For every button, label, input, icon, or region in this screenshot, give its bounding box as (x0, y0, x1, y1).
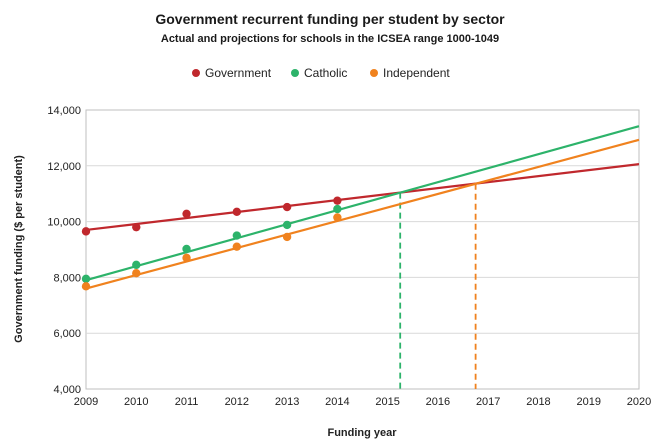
data-point-government (81, 227, 91, 236)
gridlines (86, 165, 639, 334)
x-tick-label: 2016 (426, 396, 450, 408)
x-tick-label: 2013 (275, 396, 299, 408)
x-tick-label: 2010 (124, 396, 148, 408)
trend-line-government (85, 163, 640, 232)
x-tick-label: 2011 (175, 396, 199, 408)
data-point-government (182, 209, 191, 218)
data-point-independent (132, 269, 141, 278)
data-point-catholic (282, 220, 292, 230)
data-point-government (232, 207, 242, 217)
chart-title: Government recurrent funding per student… (155, 11, 505, 27)
trend-line-catholic (85, 125, 640, 282)
plot-area (85, 109, 640, 390)
legend-marker-catholic (291, 69, 299, 77)
series-layer (81, 125, 640, 291)
x-tick-label: 2009 (74, 396, 98, 408)
legend-marker-government (192, 69, 200, 77)
legend-marker-independent (370, 69, 378, 77)
data-point-catholic (232, 231, 242, 240)
data-point-independent (81, 282, 91, 291)
chart-subtitle: Actual and projections for schools in th… (161, 33, 499, 45)
x-axis-ticks: 2009 2010 2011 2012 2013 2014 2015 2016 2017 2018… (74, 396, 651, 408)
y-tick-label: 8,000 (53, 272, 81, 284)
x-tick-label: 2014 (325, 396, 349, 408)
data-point-independent (282, 232, 292, 242)
y-tick-label: 12,000 (47, 161, 81, 173)
x-tick-label: 2015 (375, 396, 399, 408)
legend: Government Catholic Independent (192, 66, 450, 80)
data-point-government (282, 202, 292, 212)
data-point-catholic (132, 260, 141, 270)
data-point-catholic (182, 244, 191, 254)
data-point-independent (333, 213, 342, 222)
trend-line-independent (85, 138, 640, 290)
reference-lines (399, 183, 477, 389)
x-axis-title: Funding year (327, 427, 397, 439)
y-axis-ticks: 4,000 6,000 8,000 10,000 12,000 14,000 (47, 105, 81, 396)
x-tick-label: 2020 (627, 396, 651, 408)
data-point-government (333, 196, 342, 205)
data-point-government (132, 222, 141, 232)
x-tick-label: 2012 (225, 396, 249, 408)
y-tick-label: 10,000 (47, 217, 81, 229)
y-tick-label: 4,000 (53, 384, 81, 396)
x-tick-label: 2018 (526, 396, 550, 408)
y-tick-label: 6,000 (53, 328, 81, 340)
data-point-independent (232, 242, 242, 251)
data-point-catholic (81, 274, 91, 283)
y-tick-label: 14,000 (47, 105, 81, 117)
data-point-independent (182, 253, 191, 263)
x-tick-label: 2019 (576, 396, 600, 408)
data-point-catholic (333, 204, 342, 214)
legend-label-catholic: Catholic (304, 66, 347, 80)
legend-label-independent: Independent (383, 66, 450, 80)
legend-label-government: Government (205, 66, 272, 80)
x-tick-label: 2017 (476, 396, 500, 408)
y-axis-title: Government funding ($ per student) (13, 155, 25, 343)
